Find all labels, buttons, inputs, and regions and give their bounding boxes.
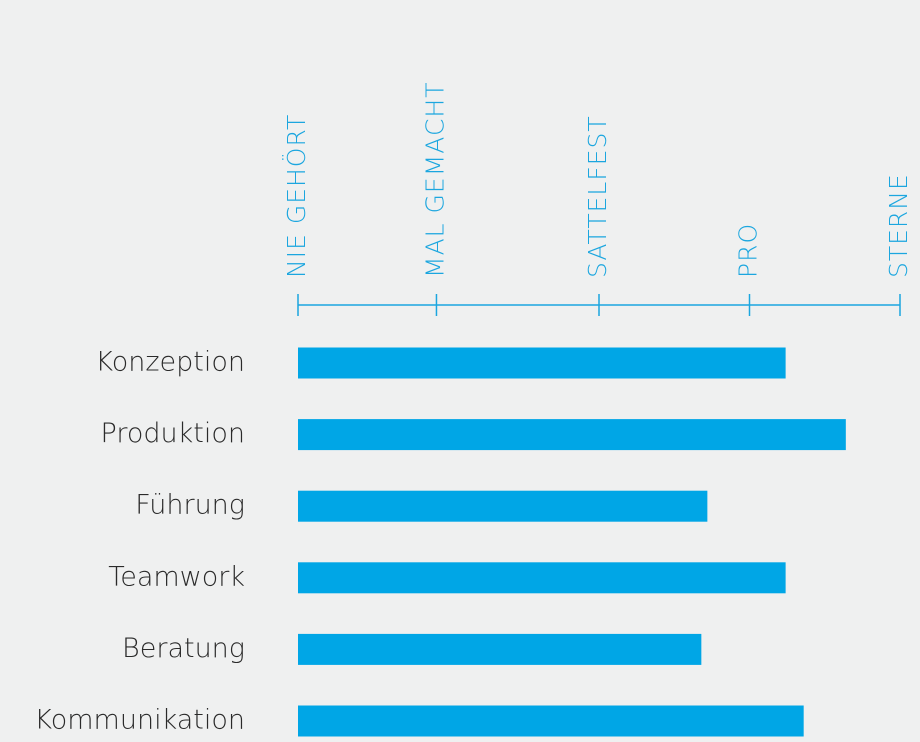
x-tick-label: STERNE [884,173,913,278]
bar [298,633,702,665]
x-tick-label: NIE GEHÖRT [281,114,311,278]
x-tick-label: SATTELFEST [583,115,612,278]
bar [298,490,708,522]
y-category-label: Führung [135,490,245,521]
bar [298,419,846,451]
x-tick-label: MAL GEMACHT [420,82,449,278]
y-category-label: Produktion [101,418,245,449]
bar [298,347,786,379]
bar [298,705,804,737]
y-category-label: Konzeption [95,347,245,378]
bar [298,562,786,594]
y-category-label: Teamwork [108,561,245,592]
x-tick-label: PRO [734,223,763,278]
y-category-label: Beratung [122,633,245,664]
y-category-label: Kommunikation [34,705,245,736]
